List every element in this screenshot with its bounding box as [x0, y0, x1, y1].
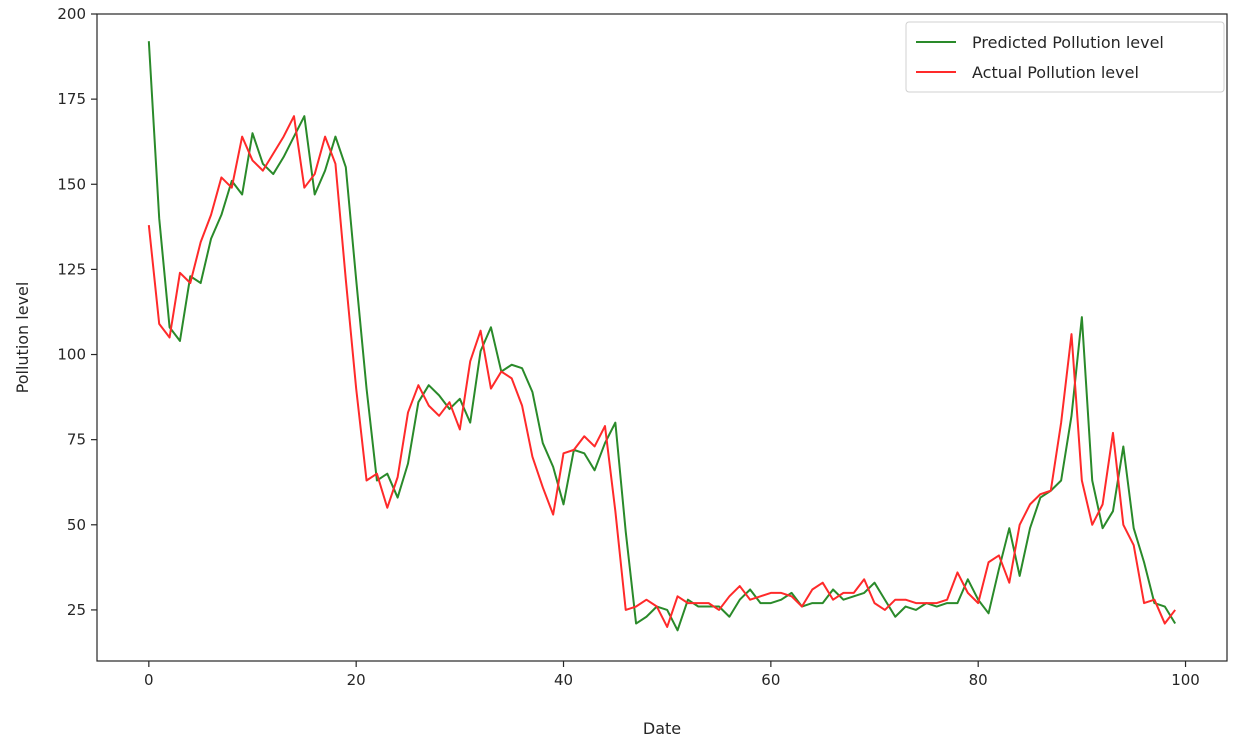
- series-layer: [147, 41, 1177, 632]
- x-tick-label: 20: [347, 671, 366, 689]
- legend-label-actual: Actual Pollution level: [972, 63, 1139, 82]
- x-tick-label: 0: [144, 671, 154, 689]
- x-tick-label: 40: [554, 671, 573, 689]
- x-axis-label: Date: [643, 719, 681, 738]
- x-tick-label: 100: [1171, 671, 1200, 689]
- series-line-predicted: [147, 41, 1177, 632]
- x-tick-label: 60: [761, 671, 780, 689]
- y-tick-label: 125: [57, 260, 86, 278]
- y-tick-label: 50: [67, 516, 86, 534]
- plot-area-frame: [96, 13, 1228, 662]
- y-tick-label: 25: [67, 601, 86, 619]
- x-axis: 0 20 40 60 80 100: [144, 661, 1200, 689]
- legend-label-predicted: Predicted Pollution level: [972, 33, 1164, 52]
- legend-box: [905, 21, 1225, 93]
- legend: Predicted Pollution level Actual Polluti…: [905, 21, 1225, 93]
- y-tick-label: 100: [57, 346, 86, 364]
- y-tick-label: 150: [57, 175, 86, 193]
- series-line-actual: [147, 115, 1176, 628]
- y-axis: 25 50 75 100 125 150 175 200: [57, 5, 97, 619]
- y-tick-label: 75: [67, 431, 86, 449]
- x-tick-label: 80: [969, 671, 988, 689]
- y-axis-label: Pollution level: [13, 282, 32, 394]
- y-tick-label: 175: [57, 90, 86, 108]
- y-tick-label: 200: [57, 5, 86, 23]
